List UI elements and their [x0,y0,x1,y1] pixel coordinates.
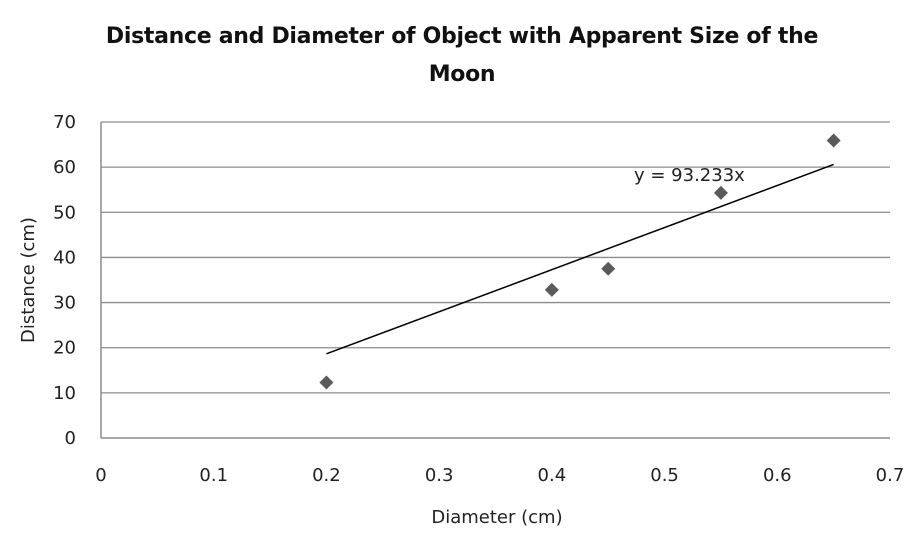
chart-title: Distance and Diameter of Object with App… [0,18,924,94]
data-point [713,185,728,200]
y-tick-label: 10 [53,383,76,404]
y-tick-label: 20 [53,338,76,359]
y-tick-labels: 0 10 20 30 40 50 60 70 [53,112,76,449]
x-tick-labels: 0 0.1 0.2 0.3 0.4 0.5 0.6 0.7 [95,465,904,486]
y-tick-label: 0 [65,428,76,449]
trendline [326,163,834,355]
x-tick-label: 0.6 [763,465,792,486]
y-tick-label: 40 [53,247,76,268]
y-tick-label: 70 [53,112,76,133]
data-point [826,133,841,148]
data-point [601,261,616,276]
x-tick-label: 0.3 [425,465,454,486]
y-tick-label: 60 [53,157,76,178]
trendline-equation: y = 93.233x [634,165,745,186]
x-tick-label: 0.2 [312,465,341,486]
gridlines [101,121,890,394]
y-tick-label: 50 [53,202,76,223]
data-point [319,375,334,390]
y-tick-label: 30 [53,293,76,314]
axes [100,122,890,439]
y-axis-label: Distance (cm) [18,217,39,343]
x-tick-label: 0.1 [199,465,228,486]
x-tick-label: 0 [95,465,106,486]
chart-title-line-2: Moon [428,62,496,87]
x-tick-label: 0.4 [538,465,567,486]
x-axis-label: Diameter (cm) [431,507,562,528]
chart-title-line-1: Distance and Diameter of Object with App… [105,24,819,49]
data-points [319,133,841,390]
trendline-line [326,163,834,355]
x-tick-label: 0.7 [876,465,905,486]
x-tick-label: 0.5 [650,465,679,486]
data-point [544,282,559,297]
